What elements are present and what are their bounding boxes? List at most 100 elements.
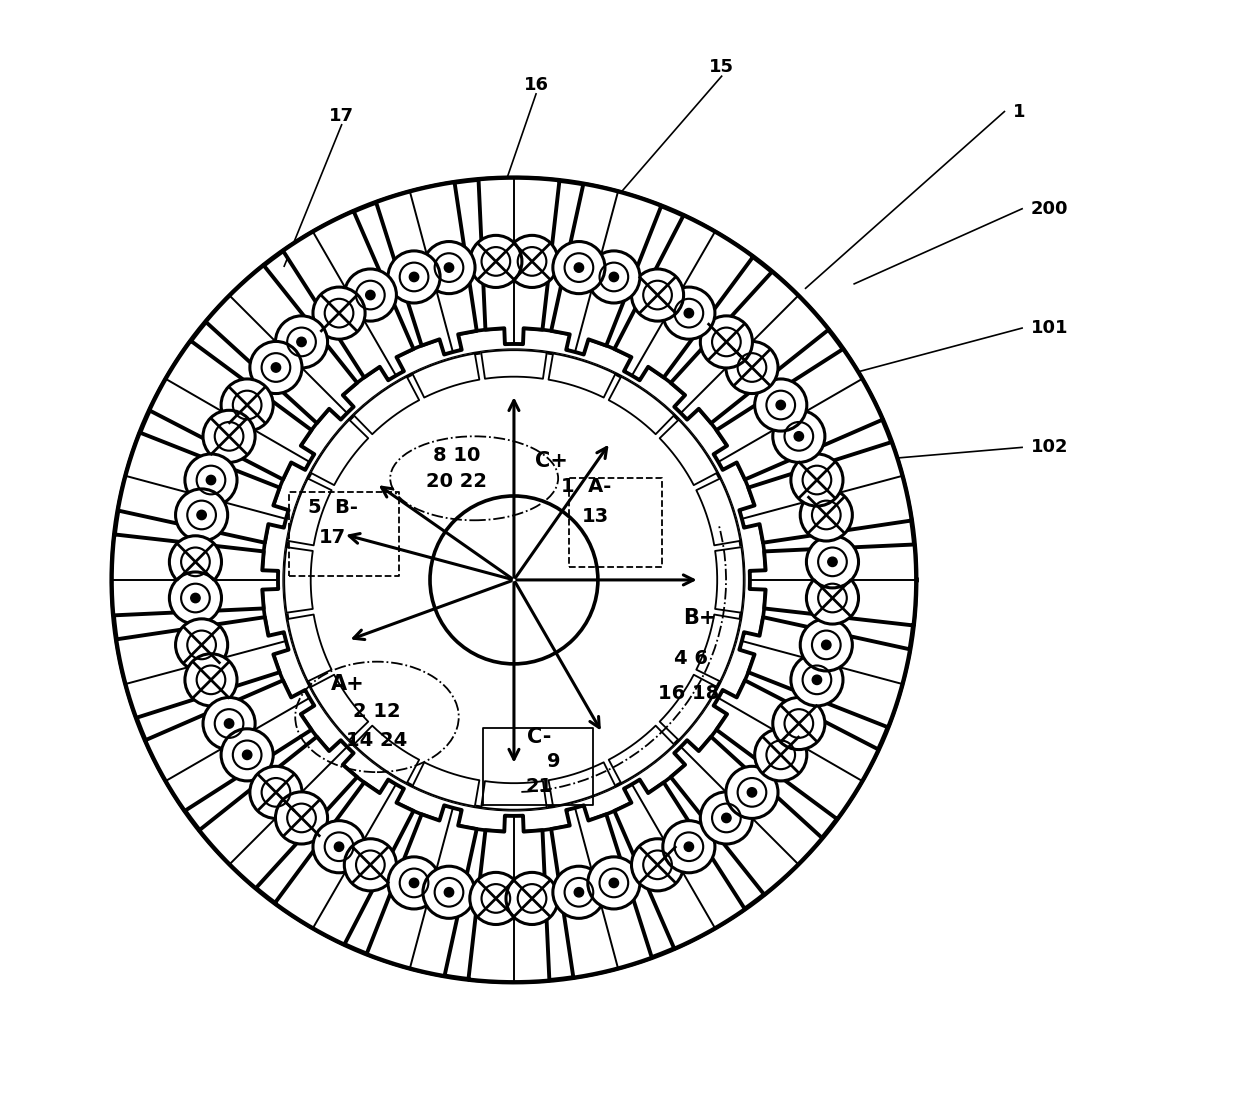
Circle shape: [755, 379, 807, 432]
Text: C-: C-: [527, 727, 551, 748]
Circle shape: [185, 453, 237, 506]
Polygon shape: [206, 266, 357, 423]
Text: 16: 16: [523, 76, 548, 93]
Polygon shape: [548, 354, 615, 397]
Polygon shape: [660, 675, 717, 740]
Polygon shape: [614, 215, 753, 380]
Polygon shape: [311, 675, 368, 740]
Text: 8 10: 8 10: [433, 446, 480, 464]
Circle shape: [773, 411, 825, 462]
Polygon shape: [671, 737, 822, 895]
Text: C+: C+: [534, 451, 568, 471]
Circle shape: [275, 316, 327, 368]
Polygon shape: [353, 377, 419, 434]
Circle shape: [722, 814, 732, 822]
Circle shape: [296, 337, 306, 347]
Circle shape: [773, 697, 825, 750]
Polygon shape: [481, 350, 547, 379]
Circle shape: [206, 475, 216, 484]
Circle shape: [725, 766, 777, 818]
Text: 5  B-: 5 B-: [308, 497, 357, 517]
Polygon shape: [112, 535, 278, 615]
Circle shape: [388, 250, 440, 303]
Polygon shape: [200, 737, 357, 888]
Polygon shape: [145, 681, 314, 811]
Polygon shape: [275, 780, 413, 944]
Circle shape: [794, 432, 804, 441]
Circle shape: [588, 856, 640, 909]
Circle shape: [197, 511, 206, 519]
Circle shape: [609, 878, 619, 887]
Circle shape: [701, 316, 753, 368]
Polygon shape: [660, 419, 717, 485]
Circle shape: [423, 242, 475, 293]
Circle shape: [430, 496, 598, 664]
Circle shape: [250, 766, 303, 818]
Circle shape: [275, 792, 327, 844]
Circle shape: [791, 453, 843, 506]
Circle shape: [800, 619, 852, 671]
Text: 13: 13: [582, 507, 609, 526]
Circle shape: [176, 489, 228, 541]
Circle shape: [335, 842, 343, 851]
Polygon shape: [118, 433, 289, 542]
Circle shape: [409, 272, 419, 282]
Polygon shape: [697, 615, 740, 682]
Polygon shape: [112, 178, 916, 982]
Text: 21: 21: [525, 777, 552, 796]
Polygon shape: [413, 762, 480, 806]
Circle shape: [203, 411, 255, 462]
Polygon shape: [283, 211, 413, 380]
Circle shape: [609, 272, 619, 282]
Text: 4 6: 4 6: [673, 649, 708, 668]
Circle shape: [312, 820, 365, 873]
Polygon shape: [609, 726, 675, 783]
Circle shape: [663, 287, 715, 339]
Text: 200: 200: [1030, 200, 1069, 217]
Text: 20 22: 20 22: [427, 472, 487, 491]
Polygon shape: [713, 349, 883, 480]
Circle shape: [822, 640, 831, 650]
Polygon shape: [552, 805, 652, 977]
Circle shape: [588, 250, 640, 303]
Circle shape: [366, 290, 374, 300]
Text: 14 24: 14 24: [346, 731, 408, 750]
Polygon shape: [367, 805, 476, 976]
Polygon shape: [614, 780, 745, 949]
Circle shape: [423, 866, 475, 918]
Circle shape: [663, 820, 715, 873]
Circle shape: [221, 729, 273, 781]
Circle shape: [170, 536, 222, 587]
Circle shape: [574, 262, 584, 272]
Text: 2 12: 2 12: [353, 702, 401, 721]
Polygon shape: [311, 419, 368, 485]
Polygon shape: [715, 547, 744, 613]
Polygon shape: [739, 442, 911, 542]
Circle shape: [203, 697, 255, 750]
Text: A+: A+: [331, 674, 365, 694]
Text: 9: 9: [547, 752, 560, 771]
Text: 102: 102: [1030, 438, 1069, 457]
Polygon shape: [117, 617, 289, 718]
Circle shape: [684, 842, 693, 851]
Circle shape: [191, 593, 200, 603]
Circle shape: [776, 401, 785, 410]
Circle shape: [684, 309, 693, 317]
Circle shape: [284, 350, 744, 809]
Text: 16 18: 16 18: [658, 684, 719, 703]
Circle shape: [272, 362, 280, 372]
Circle shape: [553, 866, 605, 918]
Polygon shape: [149, 340, 314, 480]
Polygon shape: [548, 762, 615, 806]
Polygon shape: [376, 182, 476, 355]
Circle shape: [345, 839, 397, 890]
Circle shape: [506, 235, 558, 288]
Polygon shape: [739, 617, 910, 727]
Circle shape: [631, 839, 683, 890]
Polygon shape: [713, 681, 879, 819]
Circle shape: [553, 242, 605, 293]
Polygon shape: [479, 178, 559, 344]
Circle shape: [806, 536, 858, 587]
Circle shape: [176, 619, 228, 671]
Circle shape: [812, 675, 822, 684]
